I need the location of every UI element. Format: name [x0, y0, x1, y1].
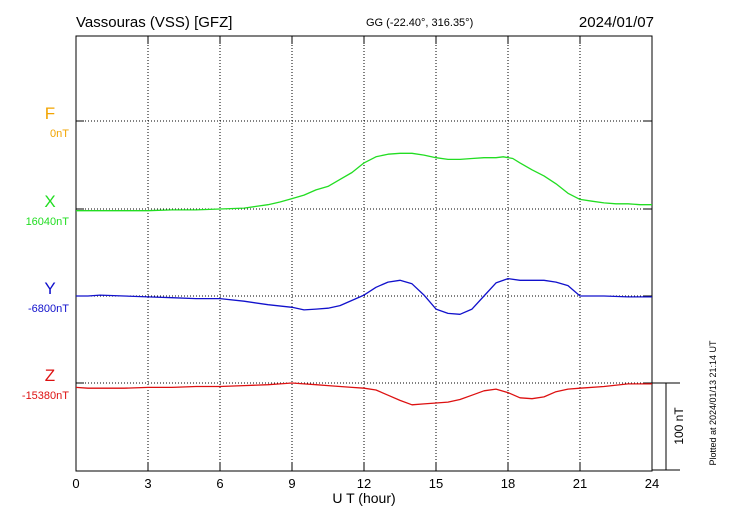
x-tick-label: 15: [429, 476, 443, 491]
baseline-value-z: -15380nT: [22, 390, 69, 402]
x-tick-label: 24: [645, 476, 659, 491]
grid-lines: [147, 36, 581, 471]
series-z: [75, 382, 652, 406]
scale-bar-label: 100 nT: [672, 407, 686, 445]
x-tick-label: 9: [288, 476, 295, 491]
x-tick-label: 6: [216, 476, 223, 491]
x-tick-labels: 0 3 6 9 12 15 18 21 24: [72, 476, 659, 491]
x-tick-label: 3: [144, 476, 151, 491]
scale-bar: 100 nT: [652, 382, 686, 471]
station-title: Vassouras (VSS) [GFZ]: [76, 14, 232, 31]
date-label: 2024/01/07: [579, 14, 654, 31]
component-labels: F 0nT X 16040nT Y -6800nT Z -15380nT: [22, 104, 69, 402]
x-tick-label: 0: [72, 476, 79, 491]
x-tick-label: 18: [501, 476, 515, 491]
component-name-y: Y: [44, 279, 55, 298]
series-x: [76, 152, 652, 212]
component-name-x: X: [44, 192, 55, 211]
plotted-timestamp: Plotted at 2024/01/13 21:14 UT: [708, 340, 718, 466]
x-tick-label: 21: [573, 476, 587, 491]
x-tick-label: 12: [357, 476, 371, 491]
baseline-value-f: 0nT: [50, 128, 69, 140]
baseline-value-x: 16040nT: [26, 216, 70, 228]
x-axis-label: U T (hour): [332, 490, 395, 506]
component-name-z: Z: [45, 366, 55, 385]
axis-ticks: [75, 36, 653, 471]
data-curves: [75, 152, 652, 406]
baseline-value-y: -6800nT: [28, 303, 69, 315]
series-y: [76, 277, 652, 315]
baselines: [76, 120, 652, 384]
coords-label: GG (-22.40°, 316.35°): [366, 17, 473, 29]
component-name-f: F: [45, 104, 55, 123]
